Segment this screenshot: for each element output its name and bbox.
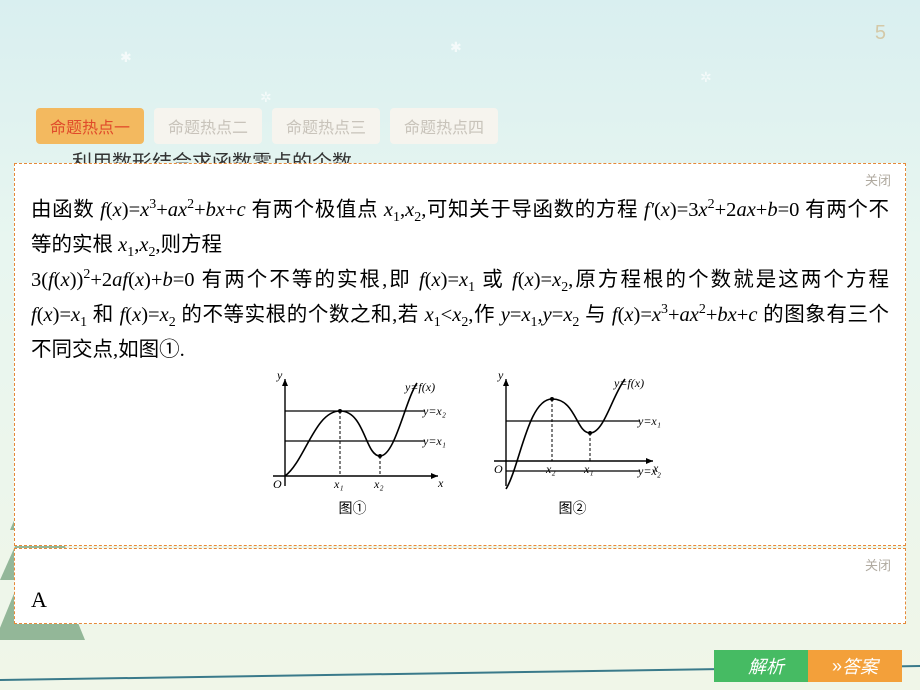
svg-text:y=x₁: y=x₁ [637, 414, 661, 428]
svg-text:y=x₂: y=x₂ [422, 404, 446, 418]
figure-row: y x O y=f(x) y=x₂ y=x₁ x₁ x₂ 图① [31, 371, 889, 518]
svg-text:x₂: x₂ [545, 462, 556, 476]
figure-2-caption: 图② [559, 498, 587, 518]
explanation-text: 由函数 f(x)=x3+ax2+bx+c 有两个极值点 x1,x2,可知关于导函… [31, 194, 889, 367]
tab-hotspot-3[interactable]: 命题热点三 [272, 108, 380, 144]
chevron-right-icon: » [832, 656, 838, 677]
svg-text:y: y [497, 371, 504, 382]
answer-label: 答案 [842, 653, 878, 679]
svg-text:x₁: x₁ [333, 477, 344, 491]
answer-text: A [31, 587, 47, 613]
footer-buttons: 解析 » 答案 [714, 650, 902, 682]
svg-text:O: O [494, 462, 503, 476]
svg-text:x₁: x₁ [583, 462, 594, 476]
close-button[interactable]: 关闭 [865, 170, 891, 189]
page-number: 5 [875, 22, 886, 45]
svg-text:x₂: x₂ [373, 477, 384, 491]
analysis-button[interactable]: 解析 [714, 650, 808, 682]
figure-1-caption: 图① [339, 498, 367, 518]
answer-panel: 关闭 A [14, 548, 906, 624]
snow-deco: ✱ [450, 40, 462, 57]
svg-text:x: x [437, 476, 444, 490]
svg-text:y=x₂: y=x₂ [637, 464, 661, 478]
snow-deco: ✲ [260, 90, 272, 107]
close-button[interactable]: 关闭 [865, 555, 891, 574]
analysis-label: 解析 [748, 653, 784, 679]
svg-text:y=x₁: y=x₁ [422, 434, 446, 448]
figure-2: y x O y=f(x) y=x₁ y=x₂ x₁ x₂ 图② [480, 371, 665, 518]
tab-hotspot-2[interactable]: 命题热点二 [154, 108, 262, 144]
svg-text:O: O [273, 477, 282, 491]
answer-button[interactable]: » 答案 [808, 650, 902, 682]
svg-text:y=f(x): y=f(x) [613, 376, 644, 390]
tab-hotspot-4[interactable]: 命题热点四 [390, 108, 498, 144]
svg-text:y=f(x): y=f(x) [404, 380, 435, 394]
figure-1: y x O y=f(x) y=x₂ y=x₁ x₁ x₂ 图① [255, 371, 450, 518]
explanation-panel: 关闭 由函数 f(x)=x3+ax2+bx+c 有两个极值点 x1,x2,可知关… [14, 163, 906, 546]
svg-text:y: y [276, 371, 283, 382]
snow-deco: ✱ [120, 50, 132, 67]
tab-bar: 命题热点一 命题热点二 命题热点三 命题热点四 [36, 108, 498, 144]
snow-deco: ✲ [700, 70, 712, 87]
tab-hotspot-1[interactable]: 命题热点一 [36, 108, 144, 144]
